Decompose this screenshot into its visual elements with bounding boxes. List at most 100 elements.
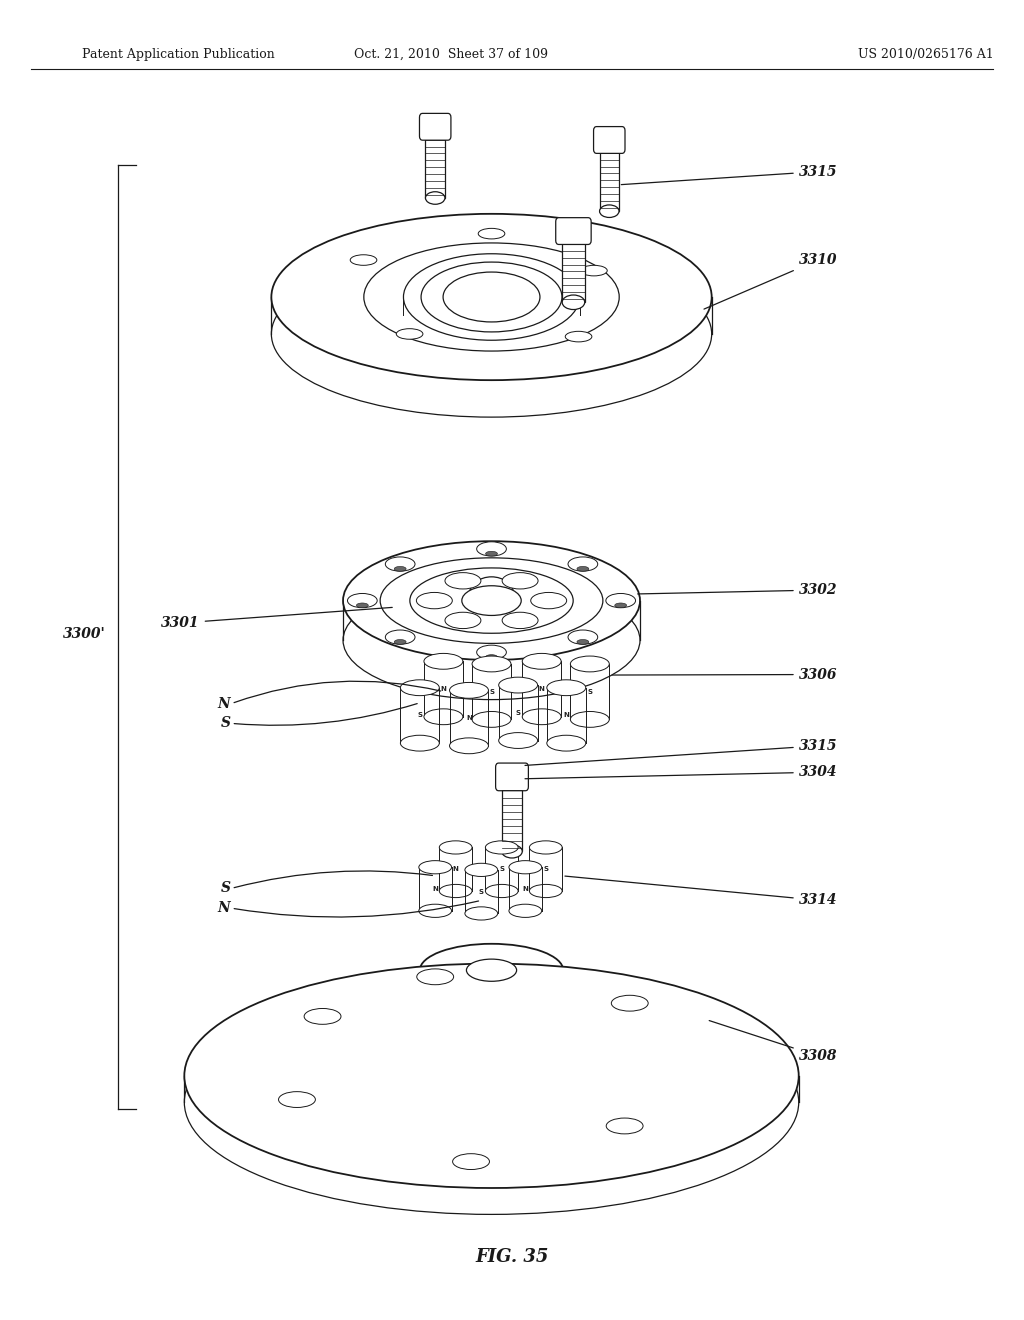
Ellipse shape bbox=[476, 541, 506, 556]
Text: 3315: 3315 bbox=[622, 165, 838, 185]
Ellipse shape bbox=[439, 841, 472, 854]
Ellipse shape bbox=[530, 593, 566, 609]
Ellipse shape bbox=[419, 904, 452, 917]
Ellipse shape bbox=[424, 709, 463, 725]
Ellipse shape bbox=[450, 738, 488, 754]
Ellipse shape bbox=[343, 581, 640, 700]
Ellipse shape bbox=[570, 711, 609, 727]
Ellipse shape bbox=[419, 861, 452, 874]
Text: 3304: 3304 bbox=[525, 766, 838, 779]
Ellipse shape bbox=[568, 557, 598, 572]
Text: Patent Application Publication: Patent Application Publication bbox=[82, 48, 274, 61]
Bar bbox=[426, 136, 444, 198]
Bar bbox=[562, 240, 585, 302]
Ellipse shape bbox=[502, 845, 522, 858]
Ellipse shape bbox=[499, 733, 538, 748]
Ellipse shape bbox=[403, 253, 580, 341]
Bar bbox=[600, 149, 618, 211]
Ellipse shape bbox=[380, 558, 603, 643]
Ellipse shape bbox=[271, 214, 712, 380]
Ellipse shape bbox=[529, 841, 562, 854]
Text: N: N bbox=[453, 866, 459, 873]
Ellipse shape bbox=[522, 653, 561, 669]
Ellipse shape bbox=[485, 655, 498, 660]
Ellipse shape bbox=[385, 630, 415, 644]
Ellipse shape bbox=[396, 329, 423, 339]
Ellipse shape bbox=[606, 1118, 643, 1134]
Ellipse shape bbox=[420, 944, 563, 997]
Text: 3314: 3314 bbox=[565, 876, 838, 907]
FancyBboxPatch shape bbox=[556, 218, 591, 244]
Ellipse shape bbox=[426, 191, 444, 205]
Bar bbox=[502, 787, 522, 851]
Ellipse shape bbox=[606, 594, 636, 607]
Ellipse shape bbox=[364, 243, 620, 351]
Ellipse shape bbox=[400, 735, 439, 751]
Ellipse shape bbox=[453, 1154, 489, 1170]
Ellipse shape bbox=[529, 884, 562, 898]
Ellipse shape bbox=[476, 645, 506, 660]
Ellipse shape bbox=[472, 711, 511, 727]
Text: S: S bbox=[516, 710, 520, 715]
Ellipse shape bbox=[184, 964, 799, 1188]
Ellipse shape bbox=[424, 653, 463, 669]
Ellipse shape bbox=[522, 709, 561, 725]
Ellipse shape bbox=[502, 612, 538, 628]
Ellipse shape bbox=[421, 263, 562, 331]
Ellipse shape bbox=[343, 541, 640, 660]
Text: N: N bbox=[563, 713, 569, 718]
FancyBboxPatch shape bbox=[420, 114, 451, 140]
Text: S: S bbox=[418, 713, 422, 718]
Ellipse shape bbox=[443, 272, 540, 322]
Text: 3302: 3302 bbox=[638, 583, 838, 597]
Text: S: S bbox=[489, 689, 494, 694]
Ellipse shape bbox=[509, 904, 542, 917]
Ellipse shape bbox=[304, 1008, 341, 1024]
Ellipse shape bbox=[465, 907, 498, 920]
Text: 3306: 3306 bbox=[612, 668, 838, 681]
Text: N: N bbox=[432, 886, 438, 892]
Ellipse shape bbox=[614, 603, 627, 607]
Ellipse shape bbox=[570, 656, 609, 672]
Text: S: S bbox=[479, 888, 483, 895]
Ellipse shape bbox=[485, 841, 518, 854]
Ellipse shape bbox=[577, 566, 589, 572]
Ellipse shape bbox=[403, 279, 580, 352]
Ellipse shape bbox=[417, 593, 453, 609]
Ellipse shape bbox=[478, 228, 505, 239]
Text: Oct. 21, 2010  Sheet 37 of 109: Oct. 21, 2010 Sheet 37 of 109 bbox=[353, 48, 548, 61]
FancyBboxPatch shape bbox=[594, 127, 625, 153]
Text: N: N bbox=[218, 902, 230, 915]
Ellipse shape bbox=[466, 960, 516, 981]
Ellipse shape bbox=[462, 586, 521, 615]
Ellipse shape bbox=[499, 677, 538, 693]
FancyBboxPatch shape bbox=[496, 763, 528, 791]
Ellipse shape bbox=[400, 680, 439, 696]
Text: 3308: 3308 bbox=[710, 1020, 838, 1063]
Text: FIG. 35: FIG. 35 bbox=[475, 1247, 549, 1266]
Ellipse shape bbox=[485, 884, 518, 898]
Ellipse shape bbox=[417, 969, 454, 985]
Ellipse shape bbox=[445, 573, 481, 589]
Text: 3301: 3301 bbox=[161, 607, 392, 630]
Text: 3310: 3310 bbox=[703, 253, 838, 309]
Text: S: S bbox=[500, 866, 504, 873]
Ellipse shape bbox=[350, 255, 377, 265]
Text: S: S bbox=[220, 882, 230, 895]
Text: N: N bbox=[466, 715, 472, 721]
Ellipse shape bbox=[465, 863, 498, 876]
Text: S: S bbox=[588, 689, 592, 694]
Ellipse shape bbox=[565, 331, 592, 342]
Ellipse shape bbox=[509, 861, 542, 874]
Ellipse shape bbox=[279, 1092, 315, 1107]
Text: N: N bbox=[539, 686, 545, 692]
Ellipse shape bbox=[347, 594, 377, 607]
Text: N: N bbox=[440, 686, 446, 692]
Ellipse shape bbox=[394, 639, 407, 644]
Ellipse shape bbox=[568, 630, 598, 644]
Text: N: N bbox=[218, 697, 230, 710]
Ellipse shape bbox=[577, 639, 589, 644]
Ellipse shape bbox=[356, 603, 369, 607]
Ellipse shape bbox=[472, 656, 511, 672]
Text: 3300': 3300' bbox=[62, 627, 105, 640]
